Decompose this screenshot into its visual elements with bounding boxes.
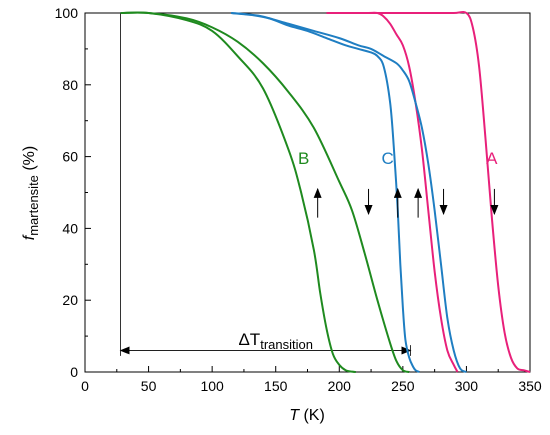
direction-arrows — [313, 187, 499, 218]
series-b-cooling-line — [120, 11, 356, 373]
series-a-cooling-line — [326, 11, 459, 373]
series-layer — [120, 10, 531, 373]
x-axis-title: T (K) — [289, 407, 325, 424]
y-axis-ticks: 0 20 40 60 80 100 — [55, 5, 91, 380]
x-tick-label-300: 300 — [455, 378, 479, 394]
x-tick-label-350: 350 — [518, 378, 542, 394]
y-tick-label-20: 20 — [62, 292, 78, 308]
x-tick-label-100: 100 — [200, 378, 224, 394]
x-tick-label-50: 50 — [141, 378, 157, 394]
x-tick-label-250: 250 — [391, 378, 415, 394]
x-axis-symbol: T — [289, 407, 300, 424]
series-label-b: B — [298, 149, 309, 168]
series-c-heating-line — [231, 12, 467, 373]
x-tick-label-200: 200 — [328, 378, 352, 394]
series-label-a: A — [486, 149, 498, 168]
x-axis-ticks: 0 50 100 150 200 250 300 350 — [81, 366, 542, 394]
series-labels: ACB — [298, 149, 498, 168]
y-axis-unit: (%) — [21, 146, 38, 175]
y-tick-label-0: 0 — [70, 364, 78, 380]
y-tick-label-40: 40 — [62, 220, 78, 236]
y-axis-symbol: f — [21, 234, 38, 240]
delta-t-subscript: transition — [260, 337, 313, 352]
x-tick-label-0: 0 — [81, 378, 89, 394]
delta-t-symbol: ΔT — [238, 330, 260, 349]
y-axis-subscript: martensite — [26, 175, 41, 236]
series-c-cooling-line — [231, 12, 420, 373]
transition-range-markers — [119, 13, 412, 356]
delta-t-label: ΔTtransition — [238, 330, 313, 352]
series-label-c: C — [381, 149, 393, 168]
plot-frame — [84, 12, 531, 373]
y-axis-title: fmartensite (%) — [21, 146, 41, 240]
y-tick-label-100: 100 — [55, 5, 79, 21]
y-tick-label-60: 60 — [62, 149, 78, 165]
series-b-heating-line — [120, 11, 410, 373]
x-tick-label-150: 150 — [264, 378, 288, 394]
y-tick-label-80: 80 — [62, 77, 78, 93]
x-axis-unit: (K) — [299, 407, 325, 424]
series-a-heating-line — [326, 10, 531, 373]
